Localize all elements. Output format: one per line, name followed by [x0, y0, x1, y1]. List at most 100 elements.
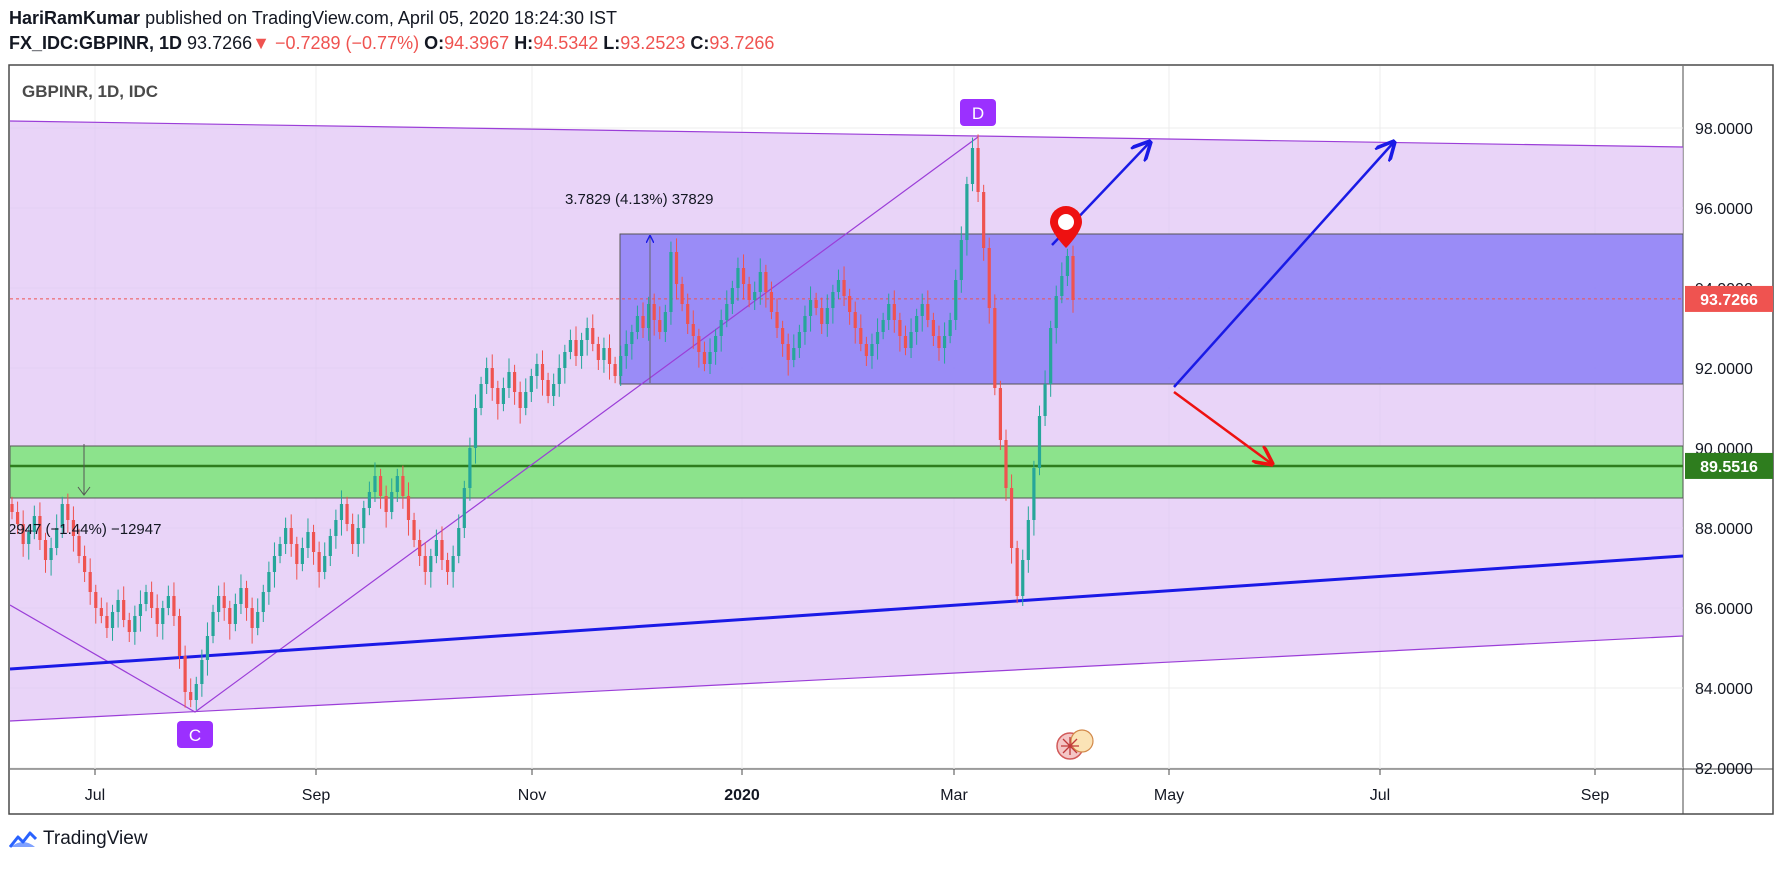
x-tick-label: Jul: [85, 787, 105, 804]
candle-body: [1004, 440, 1008, 488]
candle-body: [60, 504, 64, 528]
candle-body: [205, 636, 210, 660]
candle-body: [982, 192, 986, 248]
candle-body: [116, 600, 120, 612]
author-name[interactable]: HariRamKumar: [9, 8, 141, 28]
candle-body: [942, 336, 947, 348]
x-tick-label: Nov: [518, 787, 546, 804]
point-label-d[interactable]: D: [960, 99, 996, 126]
candle-body: [239, 588, 243, 604]
candle-body: [445, 560, 450, 572]
candle-body: [295, 544, 299, 564]
candle-body: [166, 596, 170, 608]
candle-body: [781, 328, 785, 344]
published-text: published on TradingView.com, April 05, …: [145, 8, 618, 28]
candle-body: [831, 292, 835, 308]
candle-body: [741, 268, 746, 284]
candle-body: [468, 448, 472, 488]
point-label-c-text: C: [189, 726, 201, 745]
candle-body: [429, 556, 433, 572]
candle-body: [77, 536, 81, 556]
footer: TradingView: [9, 828, 148, 850]
candle-body: [473, 408, 478, 448]
candle-body: [970, 148, 975, 184]
candle-body: [155, 608, 159, 624]
candle-body: [998, 388, 1003, 440]
candle-body: [217, 596, 221, 612]
candle-body: [892, 304, 896, 320]
candle-body: [619, 356, 623, 376]
candle-body: [948, 320, 952, 336]
range-rectangle[interactable]: [619, 233, 1683, 385]
low-value: 93.2523: [620, 33, 686, 53]
trend-channel: [10, 121, 1683, 721]
candle-body: [792, 348, 796, 360]
projection-arrow-long[interactable]: [1173, 142, 1394, 388]
candle-body: [937, 336, 941, 348]
candle-body: [797, 332, 801, 348]
candle-body: [434, 540, 438, 556]
candle-body: [903, 336, 908, 348]
candle-body: [189, 692, 193, 700]
candle-body: [870, 344, 874, 356]
candle-body: [496, 388, 500, 404]
candle-body: [71, 520, 76, 536]
symbol-label: FX_IDC:GBPINR, 1D: [9, 33, 183, 53]
candle-body: [55, 528, 59, 548]
candle-body: [485, 368, 489, 384]
candle-body: [373, 476, 377, 492]
x-tick-label: Jul: [1370, 787, 1390, 804]
candle-body: [624, 344, 628, 356]
candle-body: [200, 660, 204, 684]
candle-body: [875, 332, 880, 344]
candle-body: [915, 316, 919, 332]
candle-body: [49, 548, 53, 560]
candle-body: [21, 524, 25, 544]
last-price: 93.7266: [187, 33, 253, 53]
candle-body: [1049, 328, 1053, 384]
candle-body: [501, 388, 506, 404]
candle-body: [440, 540, 444, 560]
candle-body: [32, 516, 36, 532]
event-flag-icon[interactable]: [1056, 729, 1094, 760]
candle-body: [808, 300, 813, 316]
candle-body: [451, 556, 455, 572]
candle-body: [602, 348, 606, 360]
candle-body: [339, 504, 344, 520]
candle-body: [1021, 560, 1025, 596]
close-label: C:: [690, 33, 710, 53]
candle-body: [769, 292, 774, 312]
candle-body: [836, 280, 841, 292]
candle-body: [211, 612, 215, 636]
candle-body: [864, 344, 868, 356]
candle-body: [390, 492, 394, 512]
location-pin-icon[interactable]: [1050, 206, 1082, 248]
candle-body: [848, 296, 852, 312]
candle-body: [714, 336, 718, 352]
x-tick-label: 2020: [724, 787, 760, 804]
support-zone[interactable]: [10, 445, 1683, 499]
point-label-c[interactable]: C: [177, 721, 213, 748]
projection-arrow-down[interactable]: [1173, 390, 1272, 464]
candle-body: [1060, 276, 1064, 296]
candle-body: [412, 520, 416, 540]
footer-brand[interactable]: TradingView: [43, 828, 148, 849]
candle-body: [457, 528, 461, 556]
candle-body: [133, 616, 137, 632]
candle-body: [596, 344, 600, 360]
candle-body: [708, 352, 712, 364]
candle-body: [406, 496, 411, 520]
trend-support-line[interactable]: [10, 554, 1683, 671]
candle-body: [814, 300, 818, 308]
candle-body: [535, 364, 539, 376]
time-axis-labels[interactable]: Jul Sep Nov 2020 Mar May Jul Sep: [85, 769, 1610, 804]
candle-body: [150, 592, 154, 608]
candle-body: [177, 616, 182, 656]
measure-label-left: 2947 (−1.44%) −12947: [8, 521, 161, 538]
candle-body: [719, 320, 723, 336]
candle-body: [267, 572, 271, 592]
candle-body: [954, 280, 958, 320]
candle-body: [384, 496, 388, 512]
candle-body: [395, 476, 399, 492]
